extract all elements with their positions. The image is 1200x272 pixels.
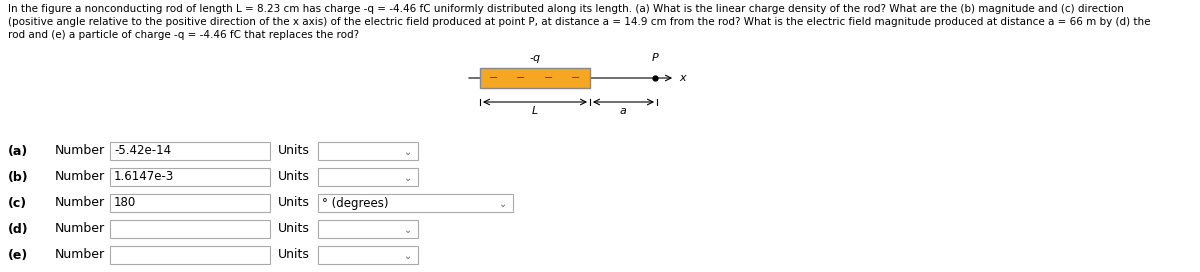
Text: −: − (488, 73, 498, 83)
Text: (c): (c) (8, 196, 28, 209)
Text: ⌄: ⌄ (499, 199, 508, 209)
Text: ⌄: ⌄ (404, 147, 412, 157)
Bar (110, 142, 270, 160)
Bar (110, 220, 270, 238)
Bar (480, 68, 590, 88)
Bar (318, 194, 514, 212)
Text: L: L (532, 106, 538, 116)
Text: P: P (652, 53, 659, 63)
Bar (318, 246, 418, 264)
Text: Units: Units (278, 249, 310, 261)
Text: Units: Units (278, 222, 310, 236)
Text: Number: Number (55, 196, 106, 209)
Text: a: a (619, 106, 626, 116)
Text: Units: Units (278, 171, 310, 184)
Text: (d): (d) (8, 222, 29, 236)
Text: Units: Units (278, 196, 310, 209)
Text: -5.42e-14: -5.42e-14 (114, 144, 172, 157)
Text: ° (degrees): ° (degrees) (322, 196, 389, 209)
Text: Number: Number (55, 249, 106, 261)
Bar (110, 168, 270, 186)
Bar (318, 220, 418, 238)
Text: Number: Number (55, 171, 106, 184)
Text: (e): (e) (8, 249, 29, 261)
Text: Number: Number (55, 222, 106, 236)
Text: −: − (516, 73, 526, 83)
Text: −: − (544, 73, 553, 83)
Text: (positive angle relative to the positive direction of the x axis) of the electri: (positive angle relative to the positive… (8, 17, 1151, 27)
Text: Number: Number (55, 144, 106, 157)
Bar (110, 246, 270, 264)
Text: Units: Units (278, 144, 310, 157)
Bar (318, 168, 418, 186)
Text: ⌄: ⌄ (404, 225, 412, 235)
Text: x: x (679, 73, 685, 83)
Text: In the figure a nonconducting rod of length L = 8.23 cm has charge -q = -4.46 fC: In the figure a nonconducting rod of len… (8, 4, 1124, 14)
Text: (b): (b) (8, 171, 29, 184)
Text: ⌄: ⌄ (404, 173, 412, 183)
Text: 180: 180 (114, 196, 137, 209)
Text: rod and (e) a particle of charge -q = -4.46 fC that replaces the rod?: rod and (e) a particle of charge -q = -4… (8, 30, 359, 40)
Text: -q: -q (529, 53, 540, 63)
Text: −: − (571, 73, 581, 83)
Bar (318, 142, 418, 160)
Text: (a): (a) (8, 144, 29, 157)
Text: ⌄: ⌄ (404, 251, 412, 261)
Text: 1.6147e-3: 1.6147e-3 (114, 171, 174, 184)
Bar (110, 194, 270, 212)
